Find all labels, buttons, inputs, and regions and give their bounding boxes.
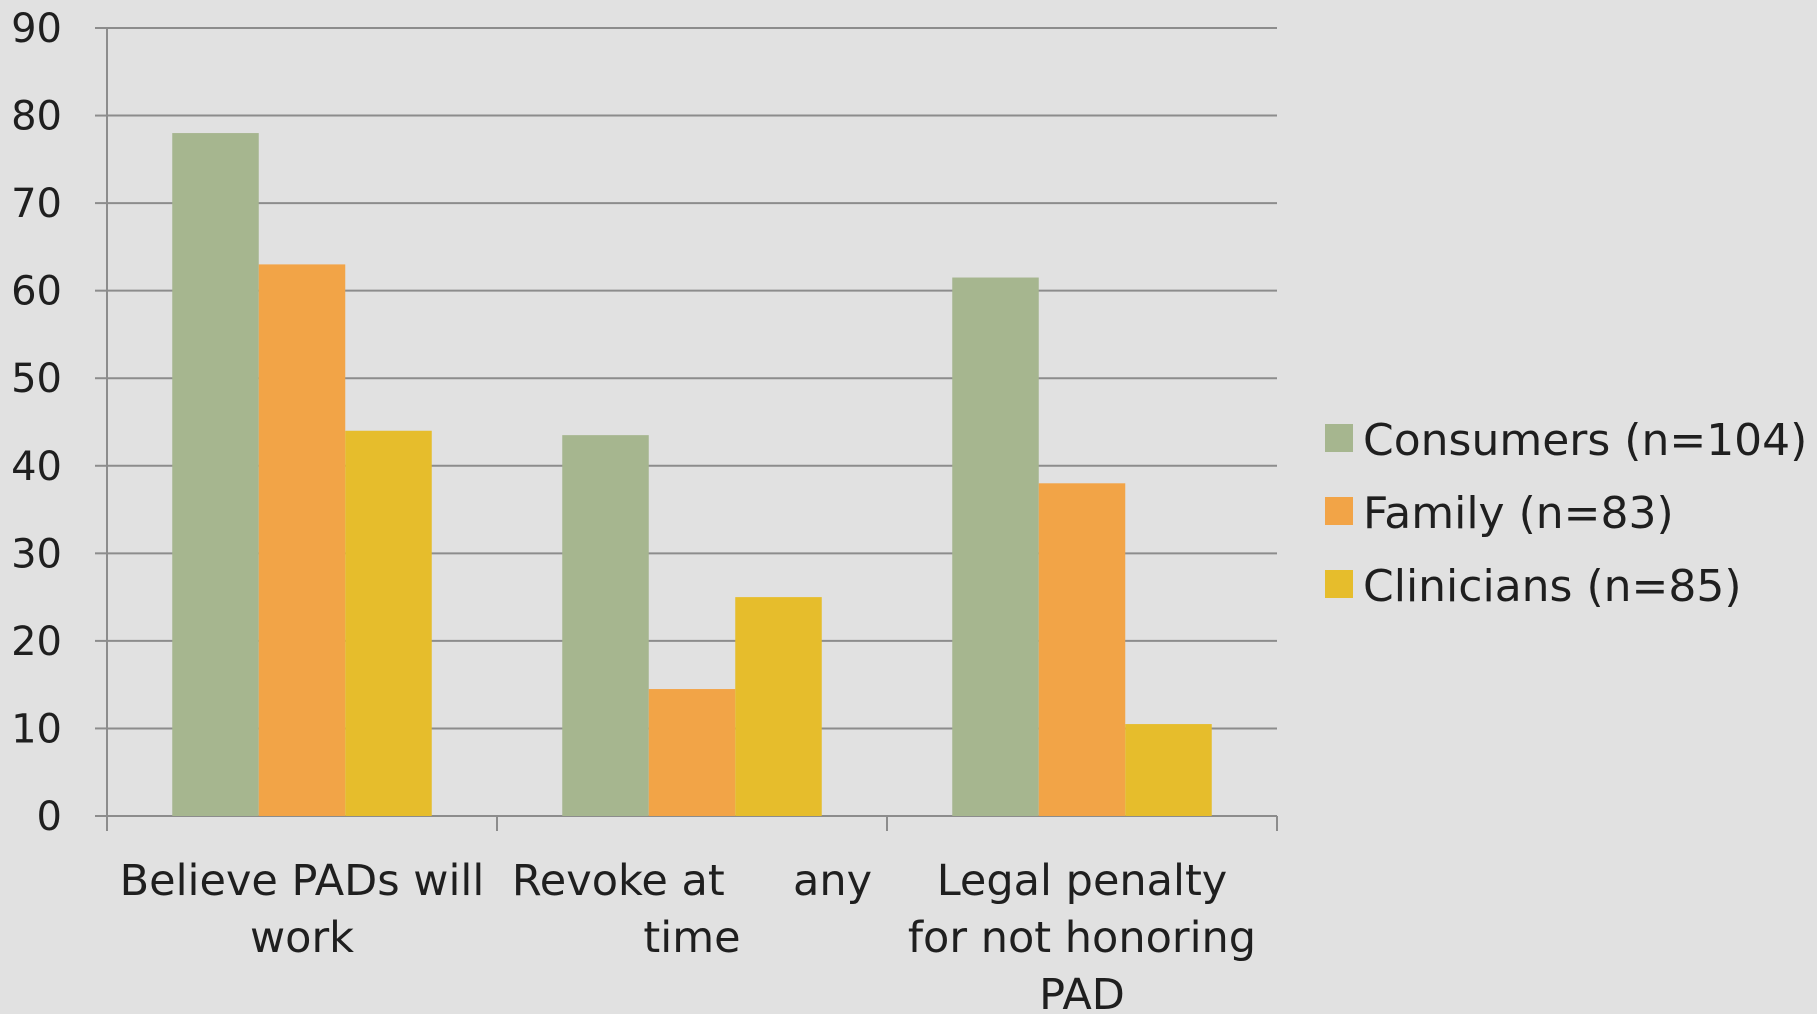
bar	[735, 597, 822, 816]
bar	[1125, 724, 1212, 816]
bar	[648, 689, 736, 816]
y-tick-label: 40	[11, 444, 62, 490]
y-tick-label: 0	[37, 794, 62, 840]
y-tick-label: 70	[11, 181, 62, 227]
y-tick-label: 30	[11, 531, 62, 577]
bar	[345, 430, 432, 816]
y-tick-label: 20	[11, 619, 62, 665]
category-label: PAD	[1039, 970, 1125, 1014]
category-label: time	[643, 913, 740, 963]
legend-label: Clinicians (n=85)	[1363, 561, 1742, 612]
category-label: Revoke at any	[512, 856, 872, 906]
legend-swatch	[1325, 497, 1353, 525]
legend-swatch	[1325, 570, 1353, 598]
legend-swatch	[1325, 424, 1353, 452]
legend-label: Consumers (n=104)	[1363, 415, 1807, 466]
category-label: Believe PADs will	[120, 856, 485, 906]
y-tick-label: 50	[11, 356, 62, 402]
y-tick-label: 60	[11, 269, 62, 315]
category-label: Legal penalty	[937, 856, 1228, 906]
category-label: for not honoring	[908, 913, 1256, 963]
legend-label: Family (n=83)	[1363, 488, 1674, 539]
bar	[562, 435, 649, 816]
bar	[258, 264, 346, 816]
y-tick-label: 80	[11, 94, 62, 140]
bar	[952, 277, 1039, 816]
bar	[1038, 483, 1126, 816]
bar	[172, 133, 259, 817]
y-tick-label: 10	[11, 706, 62, 752]
y-tick-label: 90	[11, 6, 62, 52]
category-label: work	[250, 913, 354, 963]
